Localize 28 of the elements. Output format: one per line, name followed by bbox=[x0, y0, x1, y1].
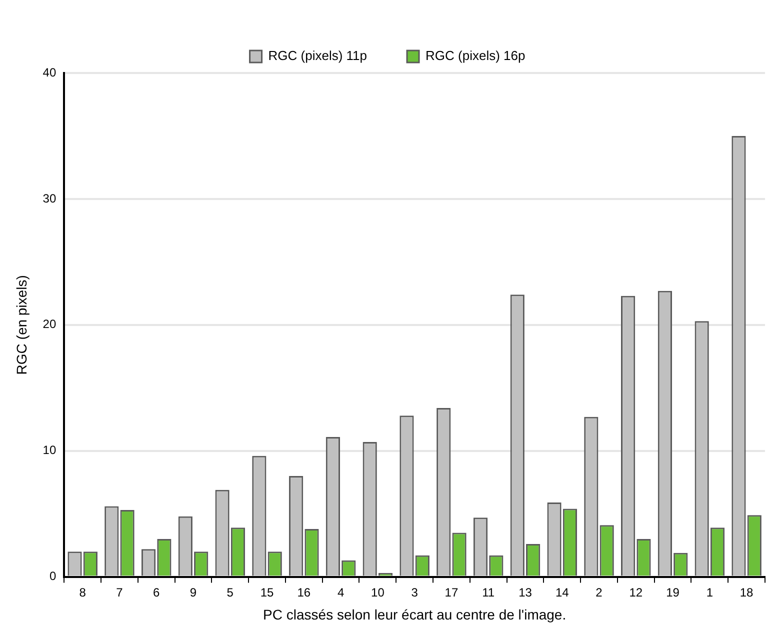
x-tick-label: 11 bbox=[482, 585, 495, 600]
x-tick-label: 8 bbox=[79, 585, 86, 600]
y-tick-label: 10 bbox=[42, 443, 56, 458]
legend-label: RGC (pixels) 11p bbox=[268, 48, 368, 64]
x-tick-label: 17 bbox=[444, 585, 458, 600]
x-tick-label: 14 bbox=[555, 585, 570, 600]
x-tick-label: 2 bbox=[596, 585, 603, 600]
x-tick-label: 5 bbox=[226, 585, 234, 600]
x-tick-label: 16 bbox=[297, 585, 311, 600]
x-tick-label: 10 bbox=[371, 585, 385, 600]
y-tick-label: 0 bbox=[49, 569, 56, 584]
x-tick-label: 12 bbox=[629, 585, 643, 600]
x-tick-label: 1 bbox=[706, 585, 714, 600]
x-tick-label: 4 bbox=[337, 585, 344, 600]
legend-label: RGC (pixels) 16p bbox=[426, 48, 526, 64]
x-tick-label: 15 bbox=[260, 585, 274, 600]
x-tick-label: 18 bbox=[740, 585, 754, 600]
x-tick-label: 6 bbox=[153, 585, 160, 600]
x-tick-label: 19 bbox=[666, 585, 680, 600]
x-tick-label: 13 bbox=[518, 585, 532, 600]
x-tick-label: 3 bbox=[411, 585, 418, 600]
y-axis-title: RGC (en pixels) bbox=[13, 275, 30, 375]
x-axis-title: PC classés selon leur écart au centre de l'image. bbox=[263, 606, 566, 622]
x-tick-label: 9 bbox=[190, 585, 197, 600]
y-tick-label: 40 bbox=[42, 65, 56, 80]
x-tick-label: 7 bbox=[116, 585, 124, 600]
y-tick-label: 30 bbox=[42, 191, 56, 206]
y-tick-label: 20 bbox=[42, 317, 56, 332]
